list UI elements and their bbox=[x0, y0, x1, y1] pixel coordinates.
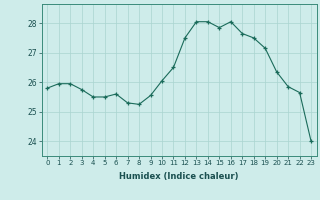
X-axis label: Humidex (Indice chaleur): Humidex (Indice chaleur) bbox=[119, 172, 239, 181]
